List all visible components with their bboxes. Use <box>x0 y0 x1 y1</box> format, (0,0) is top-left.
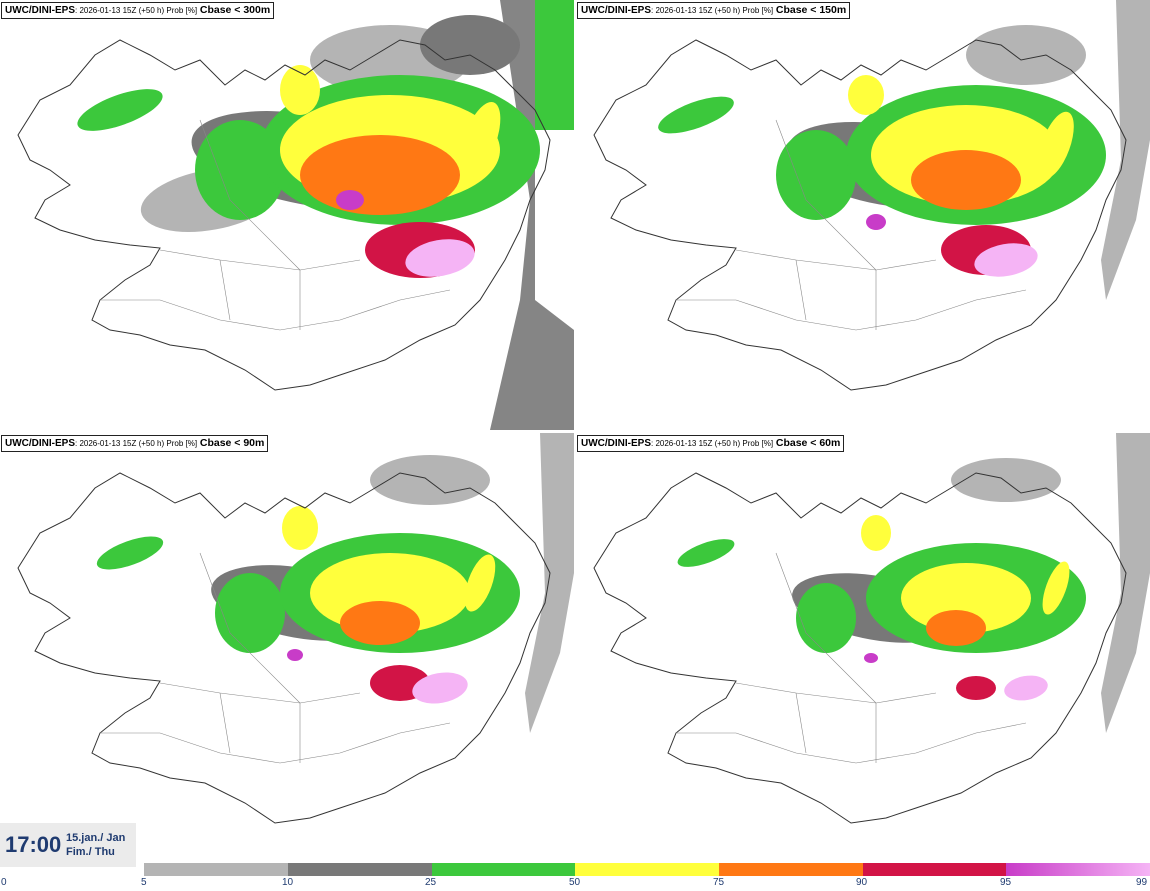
probability-area <box>1004 675 1048 701</box>
colorbar-segment-95-99 <box>1006 863 1150 876</box>
probability-area <box>866 214 886 230</box>
offshore-prob-band <box>1101 433 1150 733</box>
boundary-line <box>775 119 877 271</box>
panel-title: UWC/DINI-EPS: 2026-01-13 15Z (+50 h) Pro… <box>1 2 275 19</box>
probability-area <box>658 96 734 134</box>
iceland-probability-map <box>593 433 1150 824</box>
probability-area <box>966 25 1086 85</box>
boundary-line <box>159 682 361 704</box>
valid-hour: 17:00 <box>5 832 62 857</box>
panel-title: UWC/DINI-EPS: 2026-01-13 15Z (+50 h) Pro… <box>577 435 845 452</box>
probability-area <box>951 458 1061 502</box>
colorbar-segment-25-50 <box>432 863 575 876</box>
probability-area <box>861 515 891 551</box>
boundary-line <box>100 722 451 764</box>
probability-area <box>864 653 878 663</box>
valid-date-line1: 15.jan./ Jan <box>66 832 126 844</box>
probability-area <box>300 135 460 215</box>
probability-area <box>677 539 735 567</box>
boundary-line <box>100 289 451 331</box>
map-panel-cbase-60: UWC/DINI-EPS: 2026-01-13 15Z (+50 h) Pro… <box>576 433 1150 863</box>
colorbar-segment-10-25 <box>288 863 432 876</box>
probability-area <box>336 190 364 210</box>
boundary-line <box>676 289 1027 331</box>
colorbar-segment-5-10 <box>144 863 288 876</box>
probability-area <box>1042 561 1070 615</box>
valid-date-line2: Fim./ Thu <box>66 846 115 858</box>
probability-area <box>911 150 1021 210</box>
offshore-prob-band <box>535 0 574 130</box>
probability-area <box>340 601 420 645</box>
colorbar-tick: 75 <box>713 877 725 888</box>
probability-area <box>848 75 884 115</box>
iceland-coastline <box>17 39 551 391</box>
boundary-line <box>795 259 877 330</box>
valid-time-box: 17:00 15.jan./ Jan Fim./ Thu <box>0 823 136 867</box>
boundary-line <box>735 249 937 271</box>
iceland-coastline <box>593 39 1127 391</box>
boundary-line <box>199 119 301 271</box>
iceland-probability-map <box>593 0 1150 391</box>
offshore-prob-band <box>1101 0 1150 300</box>
valid-date: 15.jan./ Jan Fim./ Thu <box>66 831 125 859</box>
probability-colorbar <box>144 863 1150 876</box>
iceland-probability-map <box>17 0 574 430</box>
colorbar-tick: 25 <box>425 877 437 888</box>
probability-area <box>1038 111 1074 179</box>
offshore-prob-band <box>490 0 574 430</box>
colorbar-tick: 95 <box>1000 877 1012 888</box>
probability-area <box>280 65 320 115</box>
probability-area <box>370 455 490 505</box>
boundary-line <box>795 692 877 763</box>
probability-area <box>926 610 986 646</box>
probability-area <box>974 243 1038 277</box>
probability-area <box>412 672 468 704</box>
colorbar-segment-90-95 <box>863 863 1006 876</box>
panel-title: UWC/DINI-EPS: 2026-01-13 15Z (+50 h) Pro… <box>577 2 851 19</box>
probability-area <box>464 554 496 612</box>
colorbar-segment-75-90 <box>719 863 863 876</box>
map-panel-cbase-300: UWC/DINI-EPS: 2026-01-13 15Z (+50 h) Pro… <box>0 0 574 430</box>
probability-area <box>776 130 856 220</box>
probability-area <box>215 573 285 653</box>
boundary-line <box>676 722 1027 764</box>
boundary-line <box>159 249 361 271</box>
boundary-line <box>219 259 301 330</box>
boundary-line <box>775 552 877 704</box>
boundary-line <box>735 682 937 704</box>
colorbar-tick: 5 <box>141 877 147 888</box>
panel-title: UWC/DINI-EPS: 2026-01-13 15Z (+50 h) Pro… <box>1 435 269 452</box>
colorbar-tick: 50 <box>569 877 581 888</box>
probability-area <box>420 15 520 75</box>
probability-area <box>956 676 996 700</box>
map-panel-cbase-150: UWC/DINI-EPS: 2026-01-13 15Z (+50 h) Pro… <box>576 0 1150 430</box>
iceland-coastline <box>17 472 551 824</box>
map-panel-cbase-90: UWC/DINI-EPS: 2026-01-13 15Z (+50 h) Pro… <box>0 433 574 863</box>
probability-area <box>405 239 475 277</box>
iceland-coastline <box>593 472 1127 824</box>
boundary-line <box>199 552 301 704</box>
colorbar-segment-50-75 <box>575 863 719 876</box>
offshore-prob-band <box>525 433 574 733</box>
boundary-line <box>219 692 301 763</box>
probability-area <box>287 649 303 661</box>
colorbar-tick: 0 <box>1 877 7 888</box>
colorbar-tick: 10 <box>282 877 294 888</box>
probability-area <box>796 583 856 653</box>
probability-area <box>282 506 318 550</box>
iceland-probability-map <box>17 433 574 824</box>
colorbar-tick: 90 <box>856 877 868 888</box>
probability-area <box>77 89 163 131</box>
probability-area <box>459 102 501 178</box>
colorbar-tick: 99 <box>1136 877 1148 888</box>
probability-area <box>901 563 1031 633</box>
probability-area <box>96 536 164 570</box>
